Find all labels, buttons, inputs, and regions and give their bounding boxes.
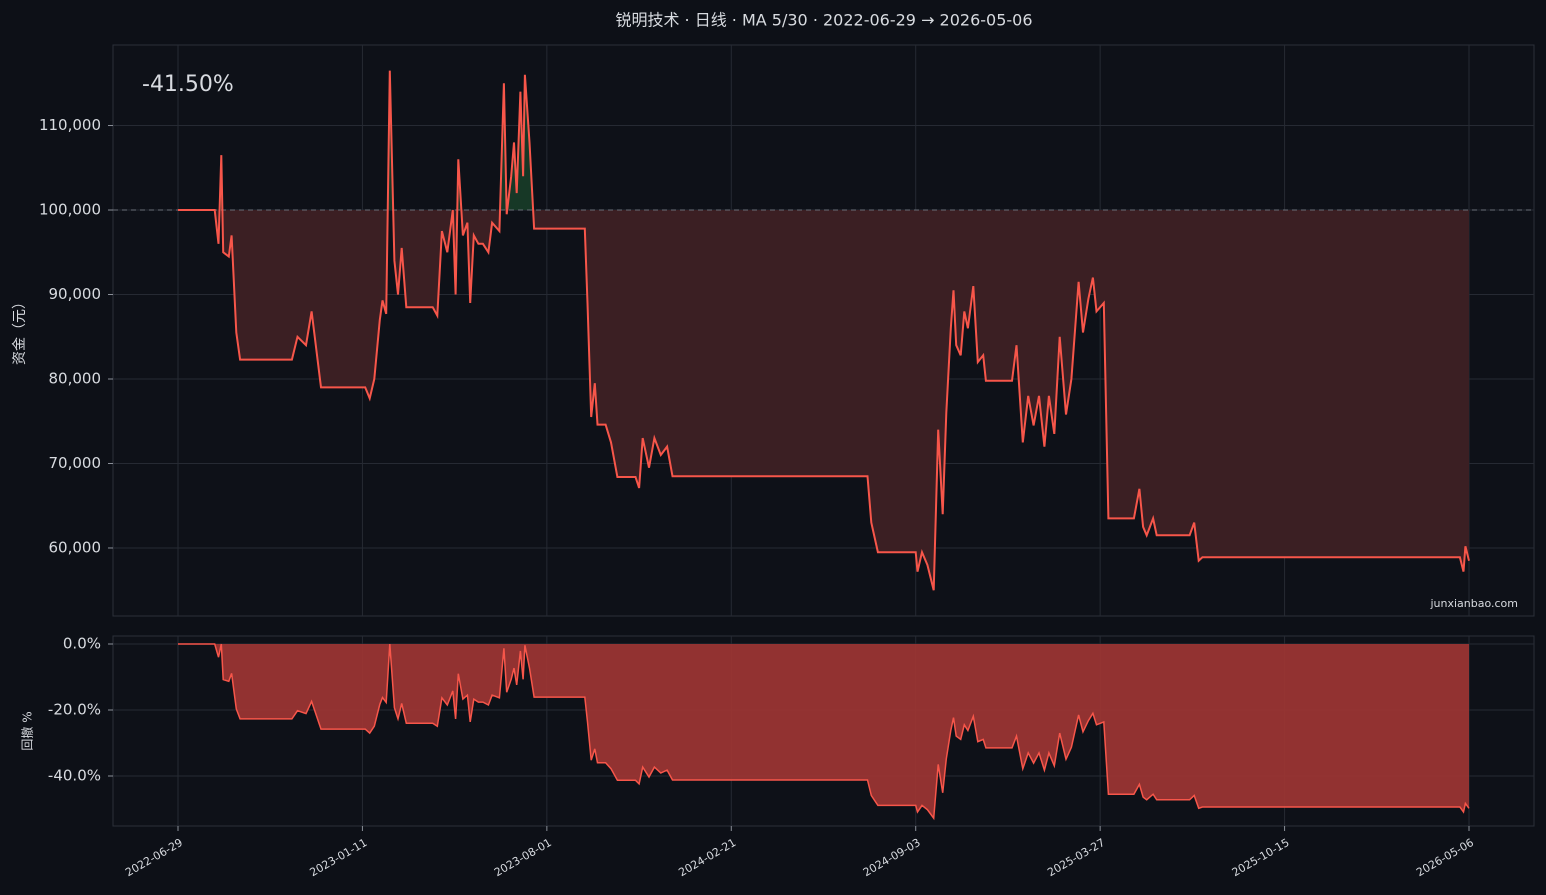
watermark: junxianbao.com: [1429, 597, 1518, 610]
line: [178, 643, 1470, 821]
y-tick-label: -40.0%: [48, 767, 101, 785]
y-tick-label: -20.0%: [48, 700, 101, 718]
y-tick-label: 0.0%: [63, 634, 101, 652]
y-tick-label: 80,000: [49, 369, 102, 387]
y-tick-label: 60,000: [49, 538, 102, 556]
area-fill: [178, 210, 1469, 591]
y-axis-title: 回撤 %: [20, 711, 35, 750]
y-axis-title: 资金（元）: [12, 295, 28, 365]
annotation: -41.50%: [142, 72, 234, 97]
y-tick-label: 70,000: [49, 454, 102, 472]
chart-title: 锐明技术 · 日线 · MA 5/30 · 2022-06-29 → 2026-…: [615, 11, 1032, 30]
y-tick-label: 100,000: [39, 201, 101, 219]
area-fill: [178, 643, 1469, 819]
y-tick-label: 110,000: [39, 116, 101, 134]
y-tick-label: 90,000: [49, 285, 102, 303]
line: [178, 70, 1470, 591]
